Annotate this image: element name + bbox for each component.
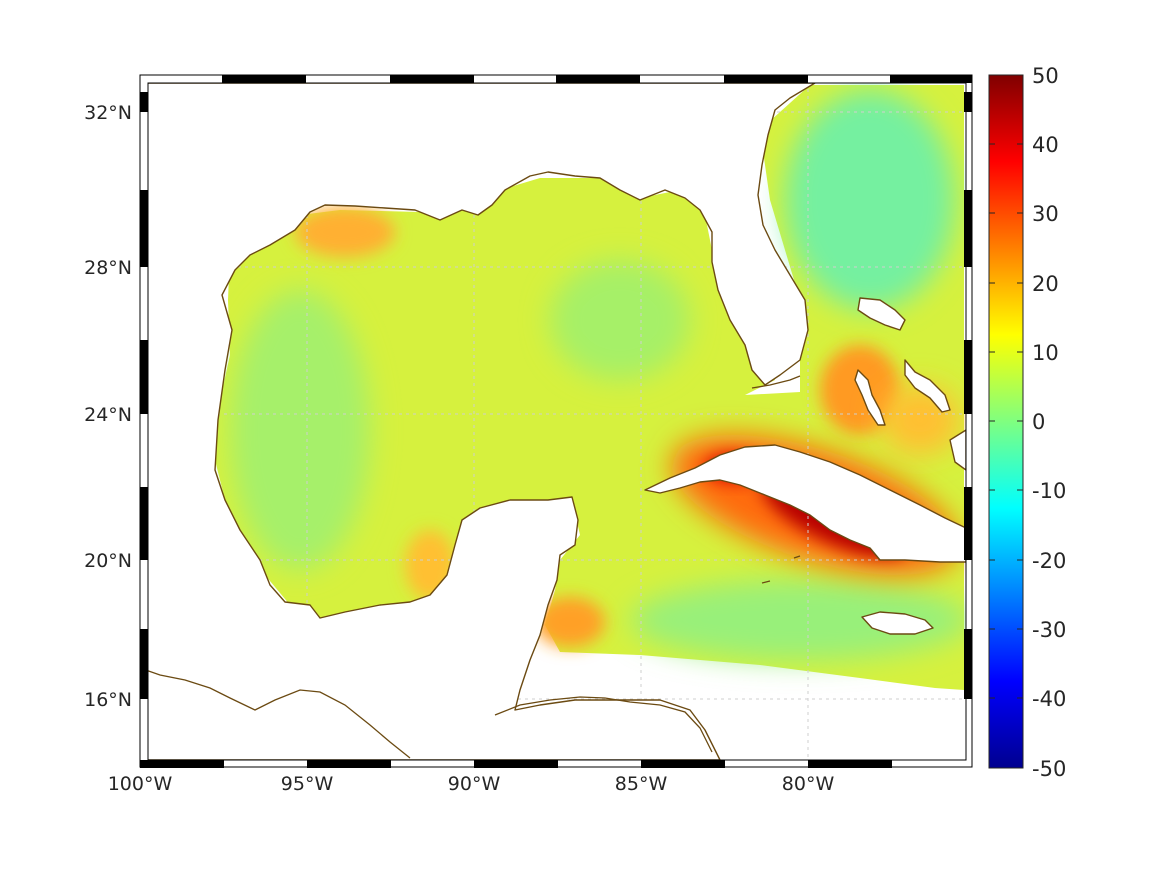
field-cool-west [230, 290, 370, 570]
land-north-america [148, 83, 816, 760]
colorbar-label-0: 0 [1032, 410, 1045, 434]
colorbar-label-50: 50 [1032, 64, 1059, 88]
land-keys [751, 375, 801, 389]
colorbar-label-neg20: -20 [1032, 549, 1066, 573]
lon-label-85: 85°W [615, 773, 668, 795]
field-warm-bahamas-east [880, 385, 960, 455]
field-warm-texas [295, 207, 395, 257]
land-bahamas-abaco [857, 297, 906, 331]
colorbar-label-neg40: -40 [1032, 687, 1066, 711]
map-frame [139, 74, 973, 768]
land-bahamas-andros [854, 369, 886, 426]
field-cool-atlantic [785, 90, 955, 310]
field-warm-yucatan [535, 597, 605, 647]
field-cool-gulf [550, 260, 690, 380]
colorbar-label-20: 20 [1032, 272, 1059, 296]
longitude-labels: 100°W 95°W 90°W 85°W 80°W [108, 773, 835, 795]
lon-label-95: 95°W [281, 773, 334, 795]
colorbar: 50 40 30 20 10 0 -10 -20 -30 -40 -50 [988, 64, 1066, 781]
coast-honduras [494, 696, 713, 753]
lat-label-24: 24°N [84, 404, 132, 426]
lat-label-32: 32°N [84, 102, 132, 124]
coastlines [148, 83, 966, 760]
colorbar-ticks [989, 143, 1023, 699]
land-cuba [644, 444, 966, 563]
latitude-labels: 32°N 28°N 24°N 20°N 16°N [84, 102, 132, 711]
colorbar-label-neg10: -10 [1032, 479, 1066, 503]
land-cayman [761, 555, 801, 584]
land-jamaica [861, 611, 934, 635]
field-cool-caribbean [630, 580, 966, 660]
colorbar-label-30: 30 [1032, 202, 1059, 226]
lat-label-20: 20°N [84, 550, 132, 572]
lon-label-80: 80°W [782, 773, 835, 795]
lat-label-28: 28°N [84, 257, 132, 279]
colorbar-label-40: 40 [1032, 133, 1059, 157]
lon-label-90: 90°W [448, 773, 501, 795]
coast-central-america [148, 670, 411, 759]
colorbar-label-10: 10 [1032, 341, 1059, 365]
lon-label-100: 100°W [108, 773, 173, 795]
colorbar-label-neg30: -30 [1032, 618, 1066, 642]
colorbar-label-neg50: -50 [1032, 757, 1066, 781]
lat-label-16: 16°N [84, 689, 132, 711]
land-bahamas-eleuthera [904, 359, 951, 413]
land-hispaniola-edge [949, 429, 966, 471]
